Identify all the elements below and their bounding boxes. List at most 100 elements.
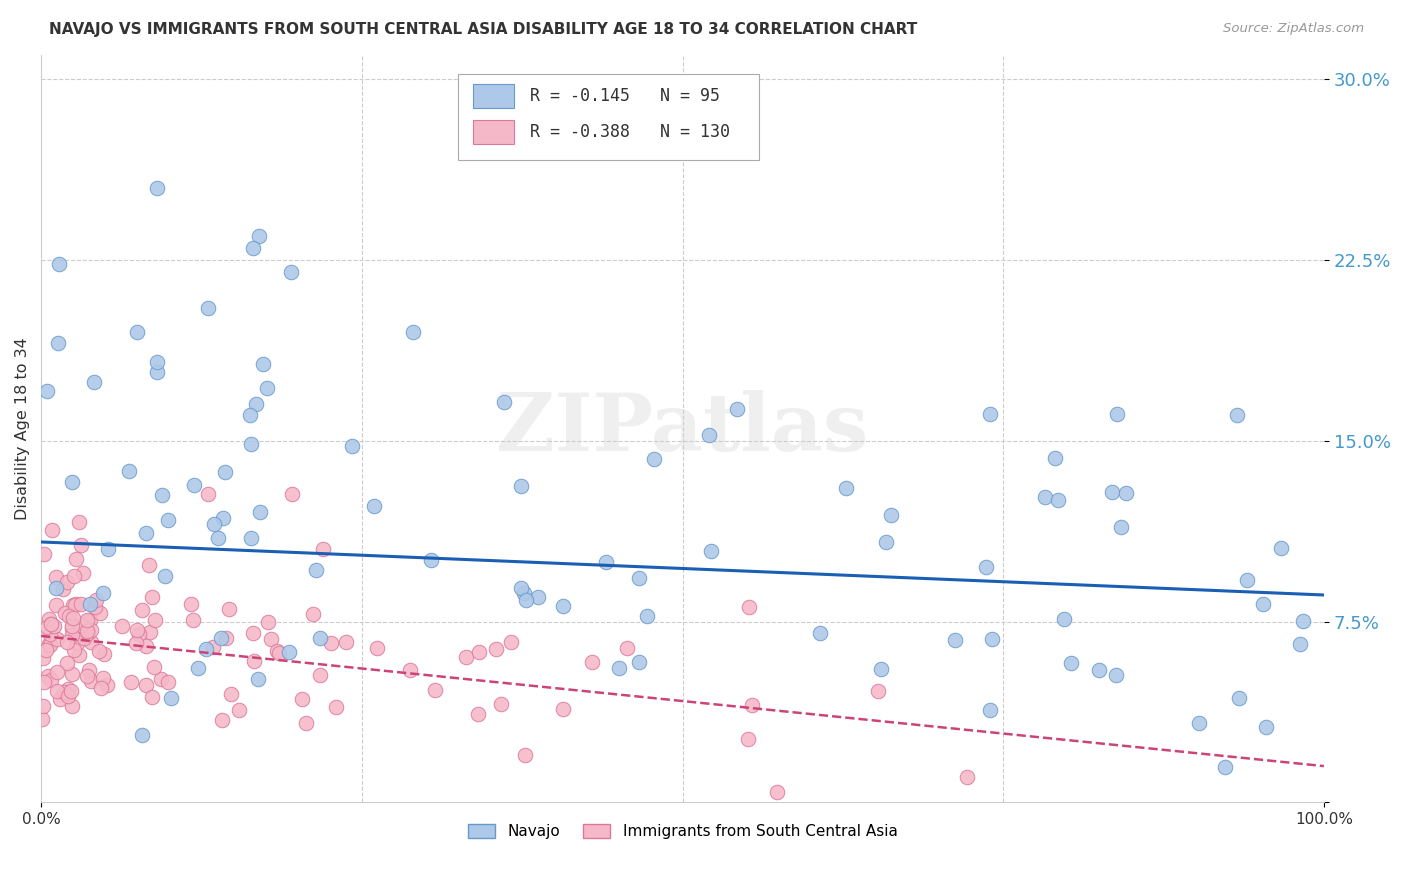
Point: [76, 624, 98, 638]
Point: [62, 611, 84, 625]
Point: [96, 678, 118, 692]
FancyBboxPatch shape: [474, 84, 515, 108]
Point: [515, 592, 537, 607]
Point: [499, 635, 522, 649]
Point: [38, 627, 60, 641]
Point: [76, 625, 98, 640]
Point: [1109, 519, 1132, 533]
Point: [139, 625, 162, 640]
FancyBboxPatch shape: [458, 74, 759, 160]
Point: [194, 641, 217, 656]
Point: [35, 643, 58, 657]
Point: [183, 478, 205, 492]
Point: [145, 365, 167, 379]
Point: [44, 619, 66, 633]
Point: [239, 408, 262, 422]
Point: [34, 675, 56, 690]
Point: [738, 600, 761, 615]
Point: [141, 690, 163, 704]
Text: NAVAJO VS IMMIGRANTS FROM SOUTH CENTRAL ASIA DISABILITY AGE 18 TO 34 CORRELATION: NAVAJO VS IMMIGRANTS FROM SOUTH CENTRAL …: [49, 22, 918, 37]
Point: [1213, 760, 1236, 774]
Point: [80, 623, 103, 637]
Point: [79, 613, 101, 627]
Point: [131, 603, 153, 617]
Point: [60, 628, 83, 642]
Point: [468, 645, 491, 659]
Point: [269, 646, 291, 660]
Point: [335, 635, 357, 649]
Point: [41, 523, 63, 537]
Point: [79, 597, 101, 611]
Point: [70, 538, 93, 552]
Point: [49, 691, 72, 706]
Point: [39, 616, 62, 631]
Point: [83, 600, 105, 615]
Point: [581, 655, 603, 669]
Point: [252, 357, 274, 371]
Text: R = -0.388   N = 130: R = -0.388 N = 130: [530, 123, 730, 141]
Point: [245, 397, 267, 411]
Point: [725, 402, 748, 417]
Point: [247, 672, 270, 686]
Point: [52, 582, 75, 596]
Point: [260, 632, 283, 646]
Point: [242, 654, 264, 668]
Point: [83, 375, 105, 389]
Point: [60, 475, 83, 489]
Point: [97, 542, 120, 557]
Point: [45, 569, 67, 583]
Text: ZIPatlas: ZIPatlas: [496, 390, 869, 467]
Point: [56, 635, 79, 649]
Point: [91, 585, 114, 599]
Point: [454, 649, 477, 664]
Point: [366, 640, 388, 655]
Point: [38, 612, 60, 626]
Point: [627, 656, 650, 670]
Point: [870, 662, 893, 676]
Point: [56, 689, 79, 703]
Point: [1105, 668, 1128, 682]
Point: [138, 558, 160, 572]
Point: [45, 665, 67, 679]
Point: [211, 510, 233, 524]
Text: R = -0.145   N = 95: R = -0.145 N = 95: [530, 87, 720, 105]
Point: [402, 326, 425, 340]
Point: [75, 626, 97, 640]
Point: [67, 515, 90, 529]
Point: [280, 265, 302, 279]
Point: [90, 681, 112, 696]
Point: [72, 566, 94, 580]
Point: [309, 667, 332, 681]
Point: [943, 633, 966, 648]
Point: [808, 626, 831, 640]
Point: [636, 609, 658, 624]
Point: [63, 569, 86, 583]
Point: [62, 598, 84, 612]
Point: [875, 534, 897, 549]
Point: [118, 464, 141, 478]
Point: [553, 702, 575, 716]
Point: [467, 706, 489, 721]
Point: [73, 631, 96, 645]
Point: [84, 592, 107, 607]
Point: [135, 678, 157, 692]
Point: [160, 690, 183, 705]
Point: [1053, 612, 1076, 626]
Point: [1292, 614, 1315, 628]
Point: [484, 642, 506, 657]
Point: [127, 326, 149, 340]
Point: [595, 555, 617, 569]
Point: [319, 636, 342, 650]
Point: [58, 609, 80, 624]
Point: [46, 335, 69, 350]
Point: [489, 697, 512, 711]
Point: [1289, 637, 1312, 651]
Point: [31, 698, 53, 713]
Point: [125, 623, 148, 637]
Point: [89, 607, 111, 621]
Point: [141, 590, 163, 604]
Point: [494, 395, 516, 409]
Point: [209, 631, 232, 645]
Point: [1227, 690, 1250, 705]
Point: [257, 615, 280, 629]
